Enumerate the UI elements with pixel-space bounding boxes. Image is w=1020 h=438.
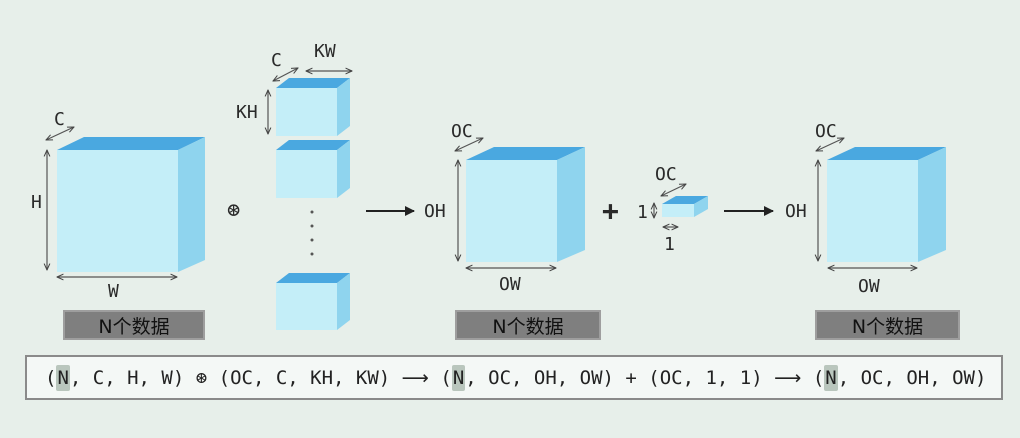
- kernel-width-label: KW: [314, 41, 336, 62]
- input-count-badge: N个数据: [63, 310, 205, 340]
- result-height-label: OH: [785, 201, 807, 222]
- output-tensor-cube: [466, 147, 585, 262]
- kernel-cube-last: [276, 273, 350, 330]
- kernel-width-dimension: KW: [306, 41, 352, 71]
- formula-batch-highlight-2: N: [451, 364, 466, 391]
- formula-open-3: (: [801, 366, 825, 389]
- result-count-badge: N个数据: [815, 310, 960, 340]
- formula-batch-highlight-1: N: [56, 364, 70, 391]
- formula-conv-operator: ⊛: [195, 366, 208, 389]
- input-channel-dimension: C: [46, 109, 74, 141]
- formula-kernel-shape: (OC, C, KH, KW): [207, 366, 402, 389]
- formula-arrow-1: ⟶: [401, 366, 429, 389]
- output-width-label: OW: [499, 274, 521, 295]
- result-channel-label: OC: [815, 121, 837, 142]
- output-count-badge: N个数据: [455, 310, 601, 340]
- tensor-diagram: C H W ⊛ C KW KH: [31, 41, 946, 330]
- output-height-label: OH: [424, 201, 446, 222]
- result-height-dimension: OH: [785, 160, 818, 261]
- shape-formula: (N, C, H, W) ⊛ (OC, C, KH, KW) ⟶ (N, OC,…: [25, 355, 1003, 400]
- result-channel-dimension: OC: [815, 121, 844, 152]
- output-channel-dimension: OC: [451, 121, 483, 152]
- bias-channel-dimension: OC: [655, 164, 686, 197]
- input-width-label: W: [108, 281, 119, 302]
- bias-cube: [662, 196, 708, 217]
- formula-open-2: (: [428, 366, 452, 389]
- result-width-label: OW: [858, 276, 880, 297]
- kernel-channel-dimension: C: [271, 50, 298, 81]
- output-height-dimension: OH: [424, 160, 458, 261]
- formula-batch-highlight-3: N: [824, 364, 838, 391]
- formula-open-1: (: [45, 366, 57, 389]
- output-width-dimension: OW: [466, 268, 556, 295]
- formula-input-shape: , C, H, W): [69, 366, 196, 389]
- kernel-height-label: KH: [236, 102, 258, 123]
- result-width-dimension: OW: [828, 268, 917, 297]
- input-channel-label: C: [54, 109, 65, 130]
- bias-height-label: 1: [637, 202, 648, 223]
- kernel-height-dimension: KH: [236, 90, 268, 134]
- bias-width-dimension: 1: [663, 227, 678, 255]
- result-tensor-cube: [827, 147, 946, 262]
- output-channel-label: OC: [451, 121, 473, 142]
- input-tensor-cube: [57, 137, 205, 272]
- kernel-stack-ellipsis: [310, 210, 314, 256]
- input-height-label: H: [31, 192, 42, 213]
- bias-height-dimension: 1: [637, 202, 654, 223]
- formula-arrow-2: ⟶: [774, 366, 802, 389]
- kernel-cube-1: [276, 78, 350, 136]
- kernel-cube-2: [276, 140, 350, 198]
- bias-width-label: 1: [664, 234, 675, 255]
- input-width-dimension: W: [57, 277, 177, 302]
- plus-symbol: +: [602, 194, 619, 227]
- formula-result-shape: , OC, OH, OW): [837, 366, 987, 389]
- kernel-channel-label: C: [271, 50, 282, 71]
- convolution-symbol: ⊛: [227, 198, 240, 223]
- input-height-dimension: H: [31, 150, 47, 270]
- bias-channel-label: OC: [655, 164, 677, 185]
- formula-output-and-bias: , OC, OH, OW) + (OC, 1, 1): [465, 366, 775, 389]
